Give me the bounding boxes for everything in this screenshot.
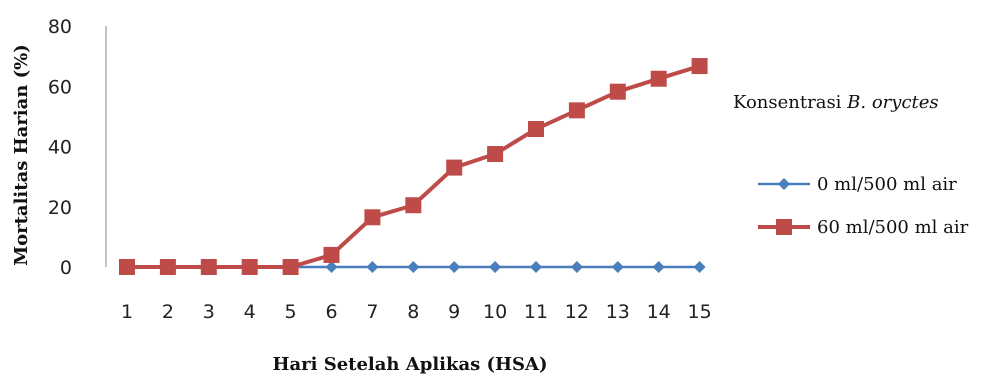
- x-tick-label: 13: [606, 301, 630, 323]
- x-tick-label: 4: [244, 301, 256, 323]
- x-tick-label: 3: [203, 301, 215, 323]
- y-tick-label: 20: [48, 197, 72, 219]
- data-point: [405, 197, 422, 214]
- data-point: [568, 102, 585, 119]
- legend-title-italic: B. oryctes: [846, 92, 939, 113]
- data-point: [691, 58, 708, 75]
- data-point: [652, 261, 665, 273]
- data-point: [323, 246, 340, 263]
- legend-marker: [778, 178, 790, 190]
- legend-marker: [776, 219, 792, 235]
- series-layer: [119, 58, 708, 275]
- data-point: [448, 261, 461, 273]
- x-tick-label: 8: [407, 301, 419, 323]
- legend-title: Konsentrasi B. oryctes: [733, 92, 939, 113]
- x-tick-label: 12: [565, 301, 589, 323]
- y-tick-label: 0: [60, 257, 72, 279]
- legend-title-prefix: Konsentrasi: [733, 92, 847, 113]
- data-point: [407, 261, 420, 273]
- data-point: [241, 259, 258, 275]
- data-point: [200, 259, 217, 275]
- x-tick-label: 14: [647, 301, 671, 323]
- x-tick-label: 6: [325, 301, 337, 323]
- x-tick-label: 9: [448, 301, 460, 323]
- data-point: [570, 261, 583, 273]
- data-point: [528, 121, 544, 138]
- x-tick-label: 5: [285, 301, 297, 323]
- y-axis-ticks: 0 20 40 60 80: [48, 16, 72, 279]
- x-tick-label: 15: [688, 301, 712, 323]
- series-2: [119, 58, 708, 275]
- data-point: [650, 70, 667, 87]
- data-point: [530, 261, 542, 273]
- data-point: [366, 261, 379, 273]
- data-point: [693, 261, 706, 273]
- data-point: [282, 259, 299, 275]
- y-tick-label: 40: [48, 137, 72, 159]
- y-axis-title: Mortalitas Harian (%): [11, 44, 32, 266]
- legend-label: 60 ml/500 ml air: [817, 217, 969, 238]
- legend-item: 0 ml/500 ml air: [758, 174, 957, 195]
- data-point: [487, 146, 504, 163]
- data-point: [609, 83, 626, 100]
- data-point: [611, 261, 624, 273]
- legend-label: 0 ml/500 ml air: [817, 174, 957, 195]
- data-point: [119, 259, 135, 275]
- data-point: [159, 259, 176, 275]
- data-point: [489, 261, 502, 273]
- legend-items: 0 ml/500 ml air 60 ml/500 ml air: [758, 174, 969, 238]
- y-tick-label: 80: [48, 16, 72, 38]
- y-tick-label: 60: [48, 76, 72, 98]
- data-point: [325, 261, 338, 273]
- x-axis-ticks: 1 2 3 4 5 6 7 8 9 10 11 12 13 14 15: [121, 301, 712, 323]
- x-tick-label: 11: [524, 301, 548, 323]
- legend-item: 60 ml/500 ml air: [758, 217, 969, 238]
- x-tick-label: 1: [121, 301, 133, 323]
- data-point: [446, 159, 463, 176]
- x-tick-label: 7: [366, 301, 378, 323]
- x-tick-label: 10: [483, 301, 507, 323]
- data-point: [364, 209, 381, 226]
- legend: Konsentrasi B. oryctes 0 ml/500 ml air 60…: [733, 92, 969, 238]
- x-axis-title: Hari Setelah Aplikas (HSA): [272, 354, 547, 375]
- x-tick-label: 2: [162, 301, 174, 323]
